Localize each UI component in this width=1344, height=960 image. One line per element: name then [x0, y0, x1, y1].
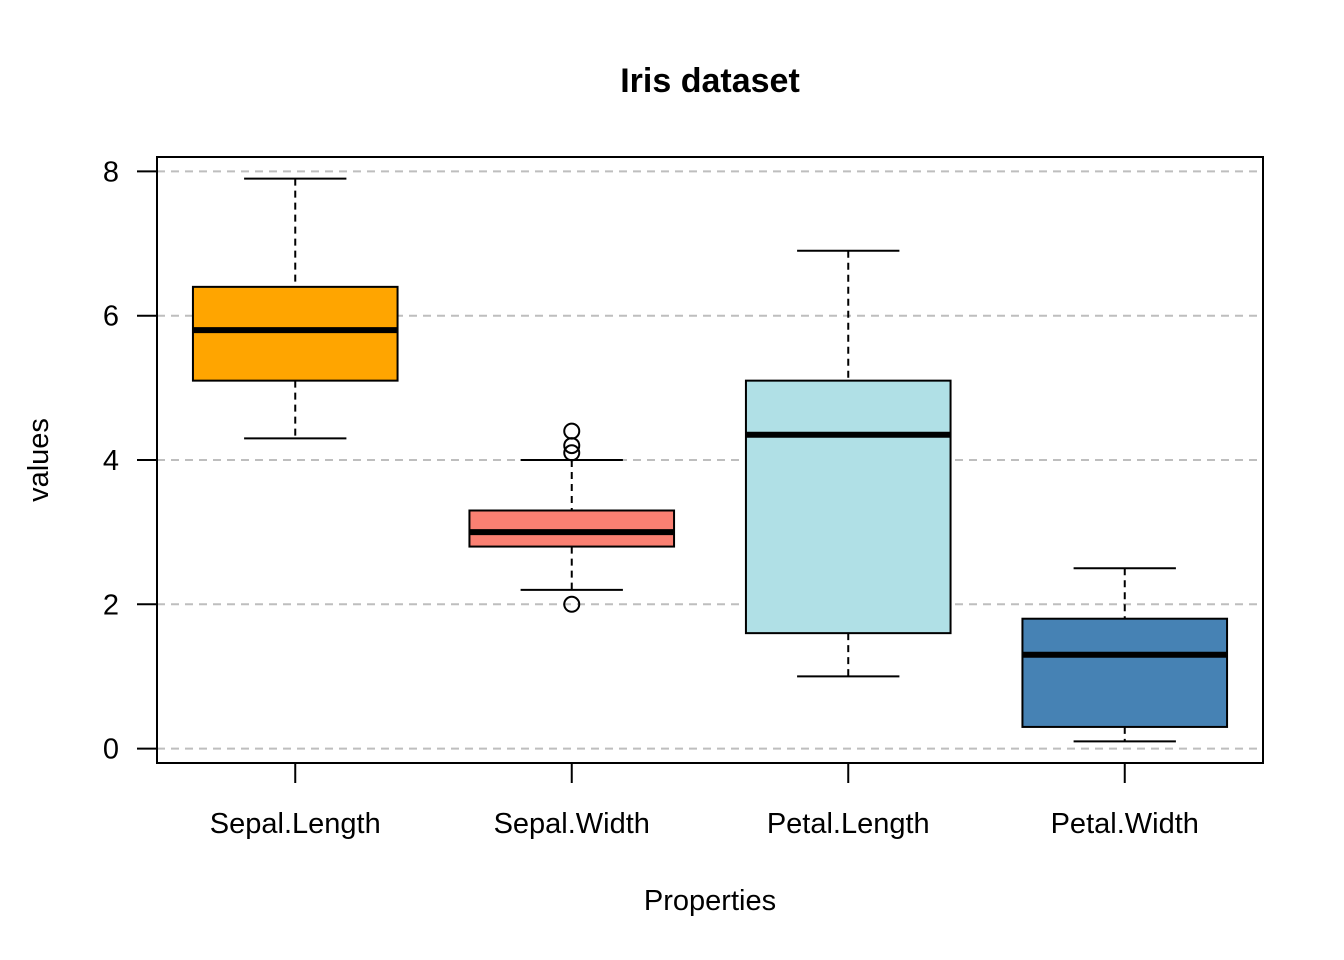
y-tick-label: 2 [103, 589, 119, 621]
chart-title: Iris dataset [620, 62, 800, 100]
y-tick-label: 0 [103, 734, 119, 766]
axes: 0 2 4 6 8 Sepal.Length Sepal.Width Petal.Length… [103, 156, 1199, 840]
box-petal-length [744, 249, 952, 678]
box-sepal-width [468, 422, 676, 613]
x-tick-label: Petal.Width [1051, 808, 1199, 840]
box-petal-width [1021, 567, 1229, 743]
outlier-point [563, 422, 581, 440]
x-tick-label: Sepal.Length [210, 808, 381, 840]
x-axis-label: Properties [644, 885, 776, 917]
box-sepal-length [191, 177, 399, 440]
outlier-point [563, 444, 581, 462]
y-tick-label: 8 [103, 156, 119, 188]
box-body [468, 509, 676, 548]
outlier-point [563, 437, 581, 455]
outlier-point [563, 595, 581, 613]
box-body [744, 379, 952, 635]
boxes [191, 177, 1229, 743]
box-body [191, 285, 399, 382]
x-tick-label: Sepal.Width [494, 808, 650, 840]
y-tick-label: 6 [103, 301, 119, 333]
box-body [1021, 617, 1229, 728]
x-tick-label: Petal.Length [767, 808, 930, 840]
y-axis-label: values [23, 418, 55, 502]
y-tick-label: 4 [103, 445, 119, 477]
